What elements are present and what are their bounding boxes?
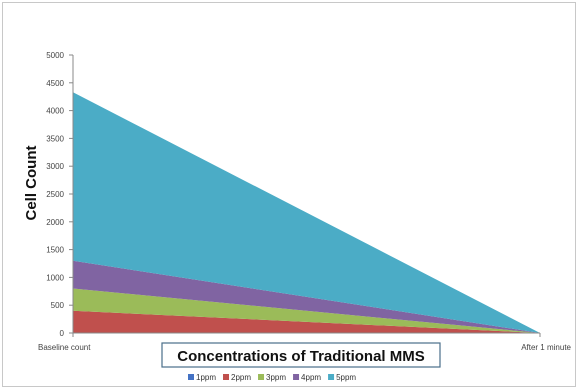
legend-label-5ppm: 5ppm xyxy=(336,373,356,382)
legend-swatch-3ppm xyxy=(258,374,265,380)
legend-label-2ppm: 2ppm xyxy=(231,373,251,382)
y-tick-label: 1000 xyxy=(46,273,64,282)
plot-area xyxy=(73,92,540,333)
y-tick-label: 0 xyxy=(60,329,65,338)
y-tick-label: 3000 xyxy=(46,162,64,171)
legend-swatch-1ppm xyxy=(188,374,194,380)
y-axis-label: Cell Count xyxy=(23,146,40,221)
x-axis: Baseline count After 1 minute xyxy=(38,332,572,352)
x-axis-label-box xyxy=(161,342,441,368)
legend-swatch-5ppm xyxy=(328,374,335,380)
x-axis-label: Concentrations of Traditional MMS xyxy=(177,348,425,365)
x-tick-label: After 1 minute xyxy=(521,343,571,352)
area-series-4ppm xyxy=(73,260,540,333)
y-tick-label: 3500 xyxy=(46,134,64,143)
y-tick-label: 4500 xyxy=(46,79,64,88)
area-series-5ppm xyxy=(73,92,540,333)
legend: 1ppm 2ppm 3ppm 4ppm 5ppm xyxy=(188,373,356,382)
legend-label-3ppm: 3ppm xyxy=(266,373,286,382)
y-tick-label: 5000 xyxy=(46,51,64,60)
legend-swatch-2ppm xyxy=(223,374,230,380)
y-tick-label: 4000 xyxy=(46,107,64,116)
legend-swatch-4ppm xyxy=(293,374,300,380)
y-axis: 0 500 1000 1500 2000 2500 3000 3500 4000 4500 5000 xyxy=(46,51,74,338)
y-tick-label: 2000 xyxy=(46,218,64,227)
y-tick-label: 2500 xyxy=(46,190,64,199)
legend-label-4ppm: 4ppm xyxy=(301,373,321,382)
legend-label-1ppm: 1ppm xyxy=(196,373,216,382)
area-series-3ppm xyxy=(73,288,540,333)
y-tick-label: 500 xyxy=(51,301,65,310)
x-tick-label: Baseline count xyxy=(38,343,91,352)
y-tick-label: 1500 xyxy=(46,246,64,255)
